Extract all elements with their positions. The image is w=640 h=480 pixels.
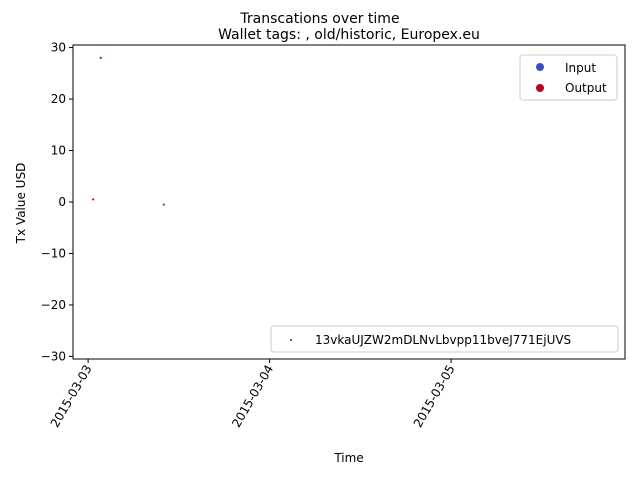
x-tick-label: 2015-03-04 xyxy=(229,363,276,430)
legend-lower: 13vkaUJZW2mDLNvLbvpp11bveJ771EjUVS xyxy=(270,325,619,353)
point-output xyxy=(99,56,102,59)
x-tick-label: 2015-03-05 xyxy=(411,363,458,430)
legend-input-marker xyxy=(536,63,544,71)
y-tick-label: 10 xyxy=(51,144,66,158)
x-axis: 2015-03-03 2015-03-04 2015-03-05 xyxy=(48,359,458,430)
y-tick-label: −20 xyxy=(41,298,66,312)
point-output xyxy=(92,198,95,201)
x-tick-label: 2015-03-03 xyxy=(48,363,95,430)
legend-output-marker xyxy=(536,84,544,92)
y-tick-label: −30 xyxy=(41,349,66,363)
chart-title: Wallet tags: , old/historic, Europex.eu xyxy=(218,27,480,43)
legend-output-label: Output xyxy=(565,81,607,95)
y-tick-label: 20 xyxy=(51,92,66,106)
legend-address-marker xyxy=(290,339,292,341)
x-axis-label: Time xyxy=(333,451,363,465)
point-input xyxy=(162,203,165,206)
y-axis-label: Tx Value USD xyxy=(14,163,28,245)
chart-suptitle: Transcations over time xyxy=(239,11,399,27)
y-tick-label: 30 xyxy=(51,41,66,55)
y-axis: 30 20 10 0 −10 −20 −30 xyxy=(41,41,73,363)
legend-upper: Input Output xyxy=(519,54,618,101)
y-tick-label: −10 xyxy=(41,246,66,260)
data-points xyxy=(92,56,165,206)
legend-input-label: Input xyxy=(565,61,596,75)
legend-address-label: 13vkaUJZW2mDLNvLbvpp11bveJ771EjUVS xyxy=(315,333,571,347)
y-tick-label: 0 xyxy=(58,195,66,209)
